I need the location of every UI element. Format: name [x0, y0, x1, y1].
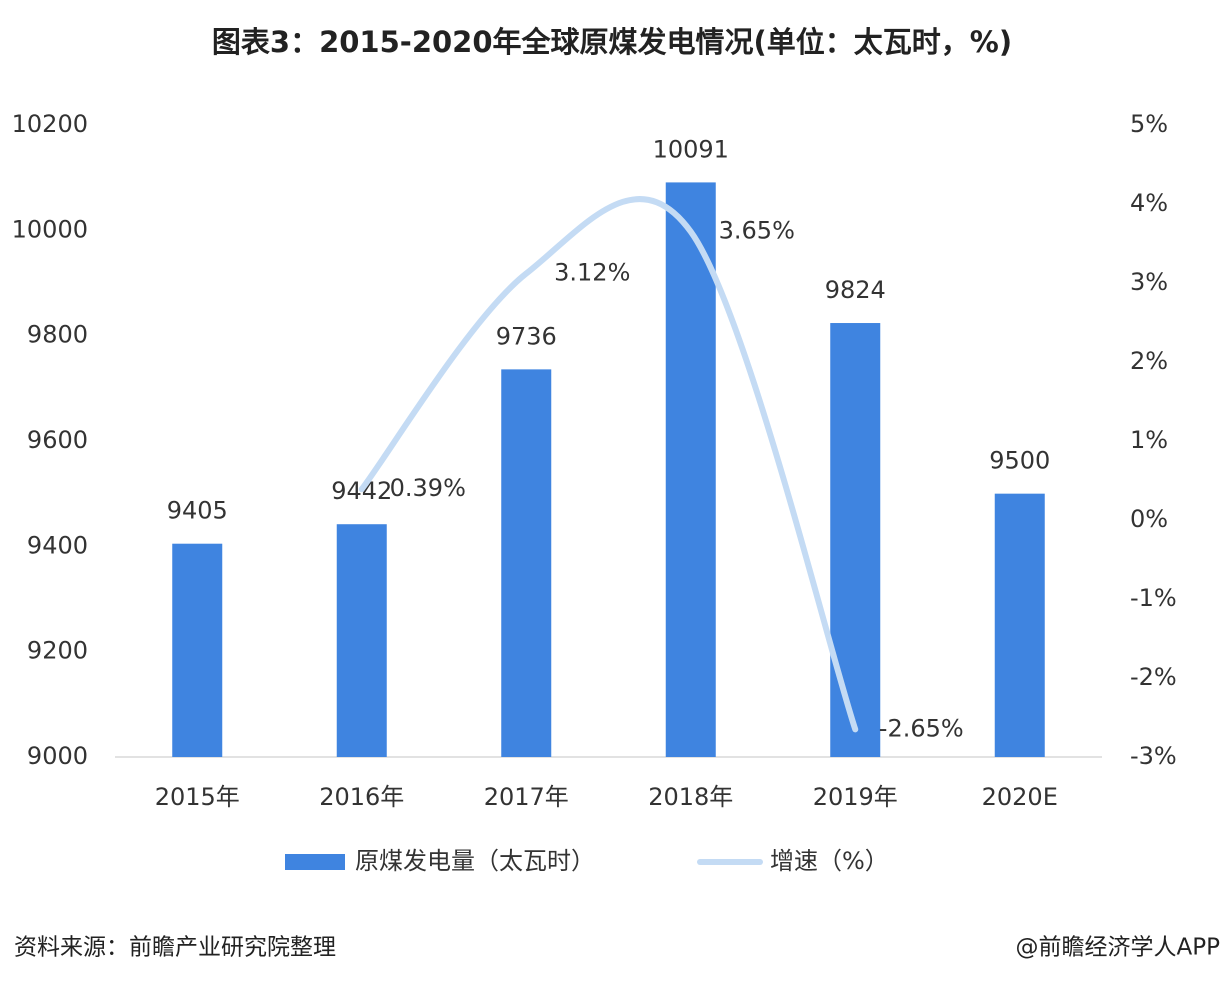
credit: @前瞻经济学人APP	[1016, 935, 1221, 961]
y-tick-label: 9000	[27, 742, 88, 770]
x-tick-label: 2016年	[319, 783, 404, 811]
y2-tick-label: -2%	[1130, 663, 1177, 691]
line-value-label: 0.39%	[390, 474, 466, 502]
y-tick-label: 9400	[27, 531, 88, 559]
y2-tick-label: 4%	[1130, 189, 1168, 217]
x-tick-label: 2020E	[982, 783, 1058, 811]
bar-value-label: 9500	[989, 447, 1050, 475]
y-tick-label: 9800	[27, 321, 88, 349]
y-tick-label: 9200	[27, 637, 88, 665]
x-tick-label: 2017年	[484, 783, 569, 811]
bar-value-label: 9824	[825, 276, 886, 304]
y2-tick-label: 0%	[1130, 505, 1168, 533]
y2-tick-label: 3%	[1130, 268, 1168, 296]
y2-tick-label: -3%	[1130, 742, 1177, 770]
legend-label: 增速（%）	[770, 847, 889, 875]
bar	[336, 524, 387, 757]
bar-value-label: 10091	[653, 135, 729, 163]
chart-title: 图表3：2015-2020年全球原煤发电情况(单位：太瓦时，%)	[212, 25, 1012, 59]
y2-tick-label: 1%	[1130, 426, 1168, 454]
y2-tick-label: 5%	[1130, 110, 1168, 138]
y2-tick-label: -1%	[1130, 584, 1177, 612]
x-tick-label: 2019年	[813, 783, 898, 811]
bar	[172, 543, 223, 757]
bar	[830, 323, 881, 757]
legend-swatch	[285, 854, 345, 870]
source: 资料来源：前瞻产业研究院整理	[14, 935, 336, 961]
legend-label: 原煤发电量（太瓦时）	[355, 847, 595, 875]
x-tick-label: 2018年	[648, 783, 733, 811]
bar	[501, 369, 552, 757]
y-tick-label: 10200	[12, 110, 88, 138]
bar	[994, 493, 1045, 757]
line-value-label: 3.65%	[719, 217, 795, 245]
line-value-label: 3.12%	[554, 259, 630, 287]
bar	[665, 182, 716, 757]
y2-tick-label: 2%	[1130, 347, 1168, 375]
line-value-label: -2.65%	[879, 714, 964, 742]
y-tick-label: 9600	[27, 426, 88, 454]
growth-line	[358, 196, 859, 733]
x-tick-label: 2015年	[155, 783, 240, 811]
bar-value-label: 9736	[496, 322, 557, 350]
y-tick-label: 10000	[12, 215, 88, 243]
bar-value-label: 9405	[167, 497, 228, 525]
